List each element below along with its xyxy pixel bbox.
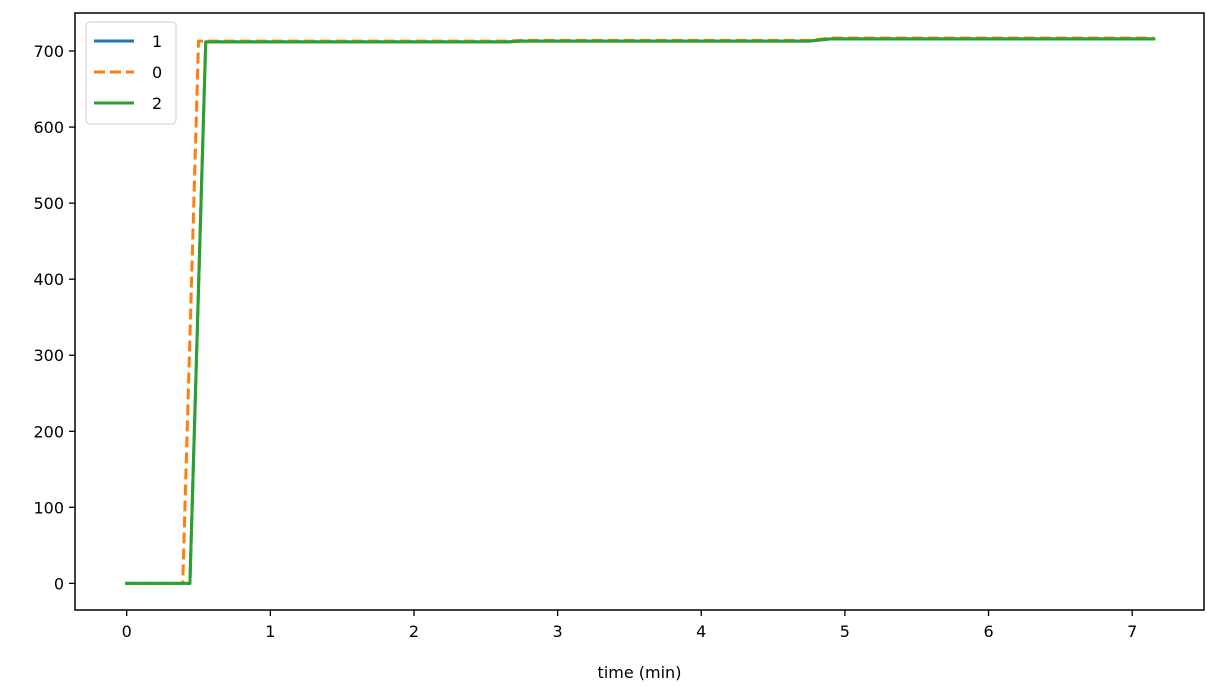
y-tick-label: 300 <box>33 346 64 365</box>
x-axis-ticks: 0 1 2 3 4 5 6 7 <box>122 610 1137 641</box>
x-tick-label: 3 <box>553 622 563 641</box>
x-tick-label: 0 <box>122 622 132 641</box>
y-tick-label: 400 <box>33 270 64 289</box>
y-tick-label: 0 <box>54 574 64 593</box>
series-line-2 <box>125 37 1156 585</box>
y-tick-label: 500 <box>33 194 64 213</box>
y-tick-label: 100 <box>33 498 64 517</box>
y-tick-label: 700 <box>33 42 64 61</box>
plot-frame <box>74 12 1205 611</box>
x-tick-label: 1 <box>265 622 275 641</box>
x-tick-label: 2 <box>409 622 419 641</box>
y-axis-ticks: 0 100 200 300 400 500 600 700 <box>33 42 75 593</box>
legend: 1 0 2 <box>85 21 177 125</box>
legend-label-2: 2 <box>152 94 162 113</box>
x-tick-label: 4 <box>696 622 706 641</box>
legend-label-1: 1 <box>152 32 162 51</box>
y-tick-label: 600 <box>33 118 64 137</box>
x-tick-label: 7 <box>1127 622 1137 641</box>
series-layer <box>125 36 1156 585</box>
y-tick-label: 200 <box>33 422 64 441</box>
x-axis-title: time (min) <box>598 663 682 682</box>
x-tick-label: 6 <box>983 622 993 641</box>
legend-label-0: 0 <box>152 63 162 82</box>
x-tick-label: 5 <box>840 622 850 641</box>
